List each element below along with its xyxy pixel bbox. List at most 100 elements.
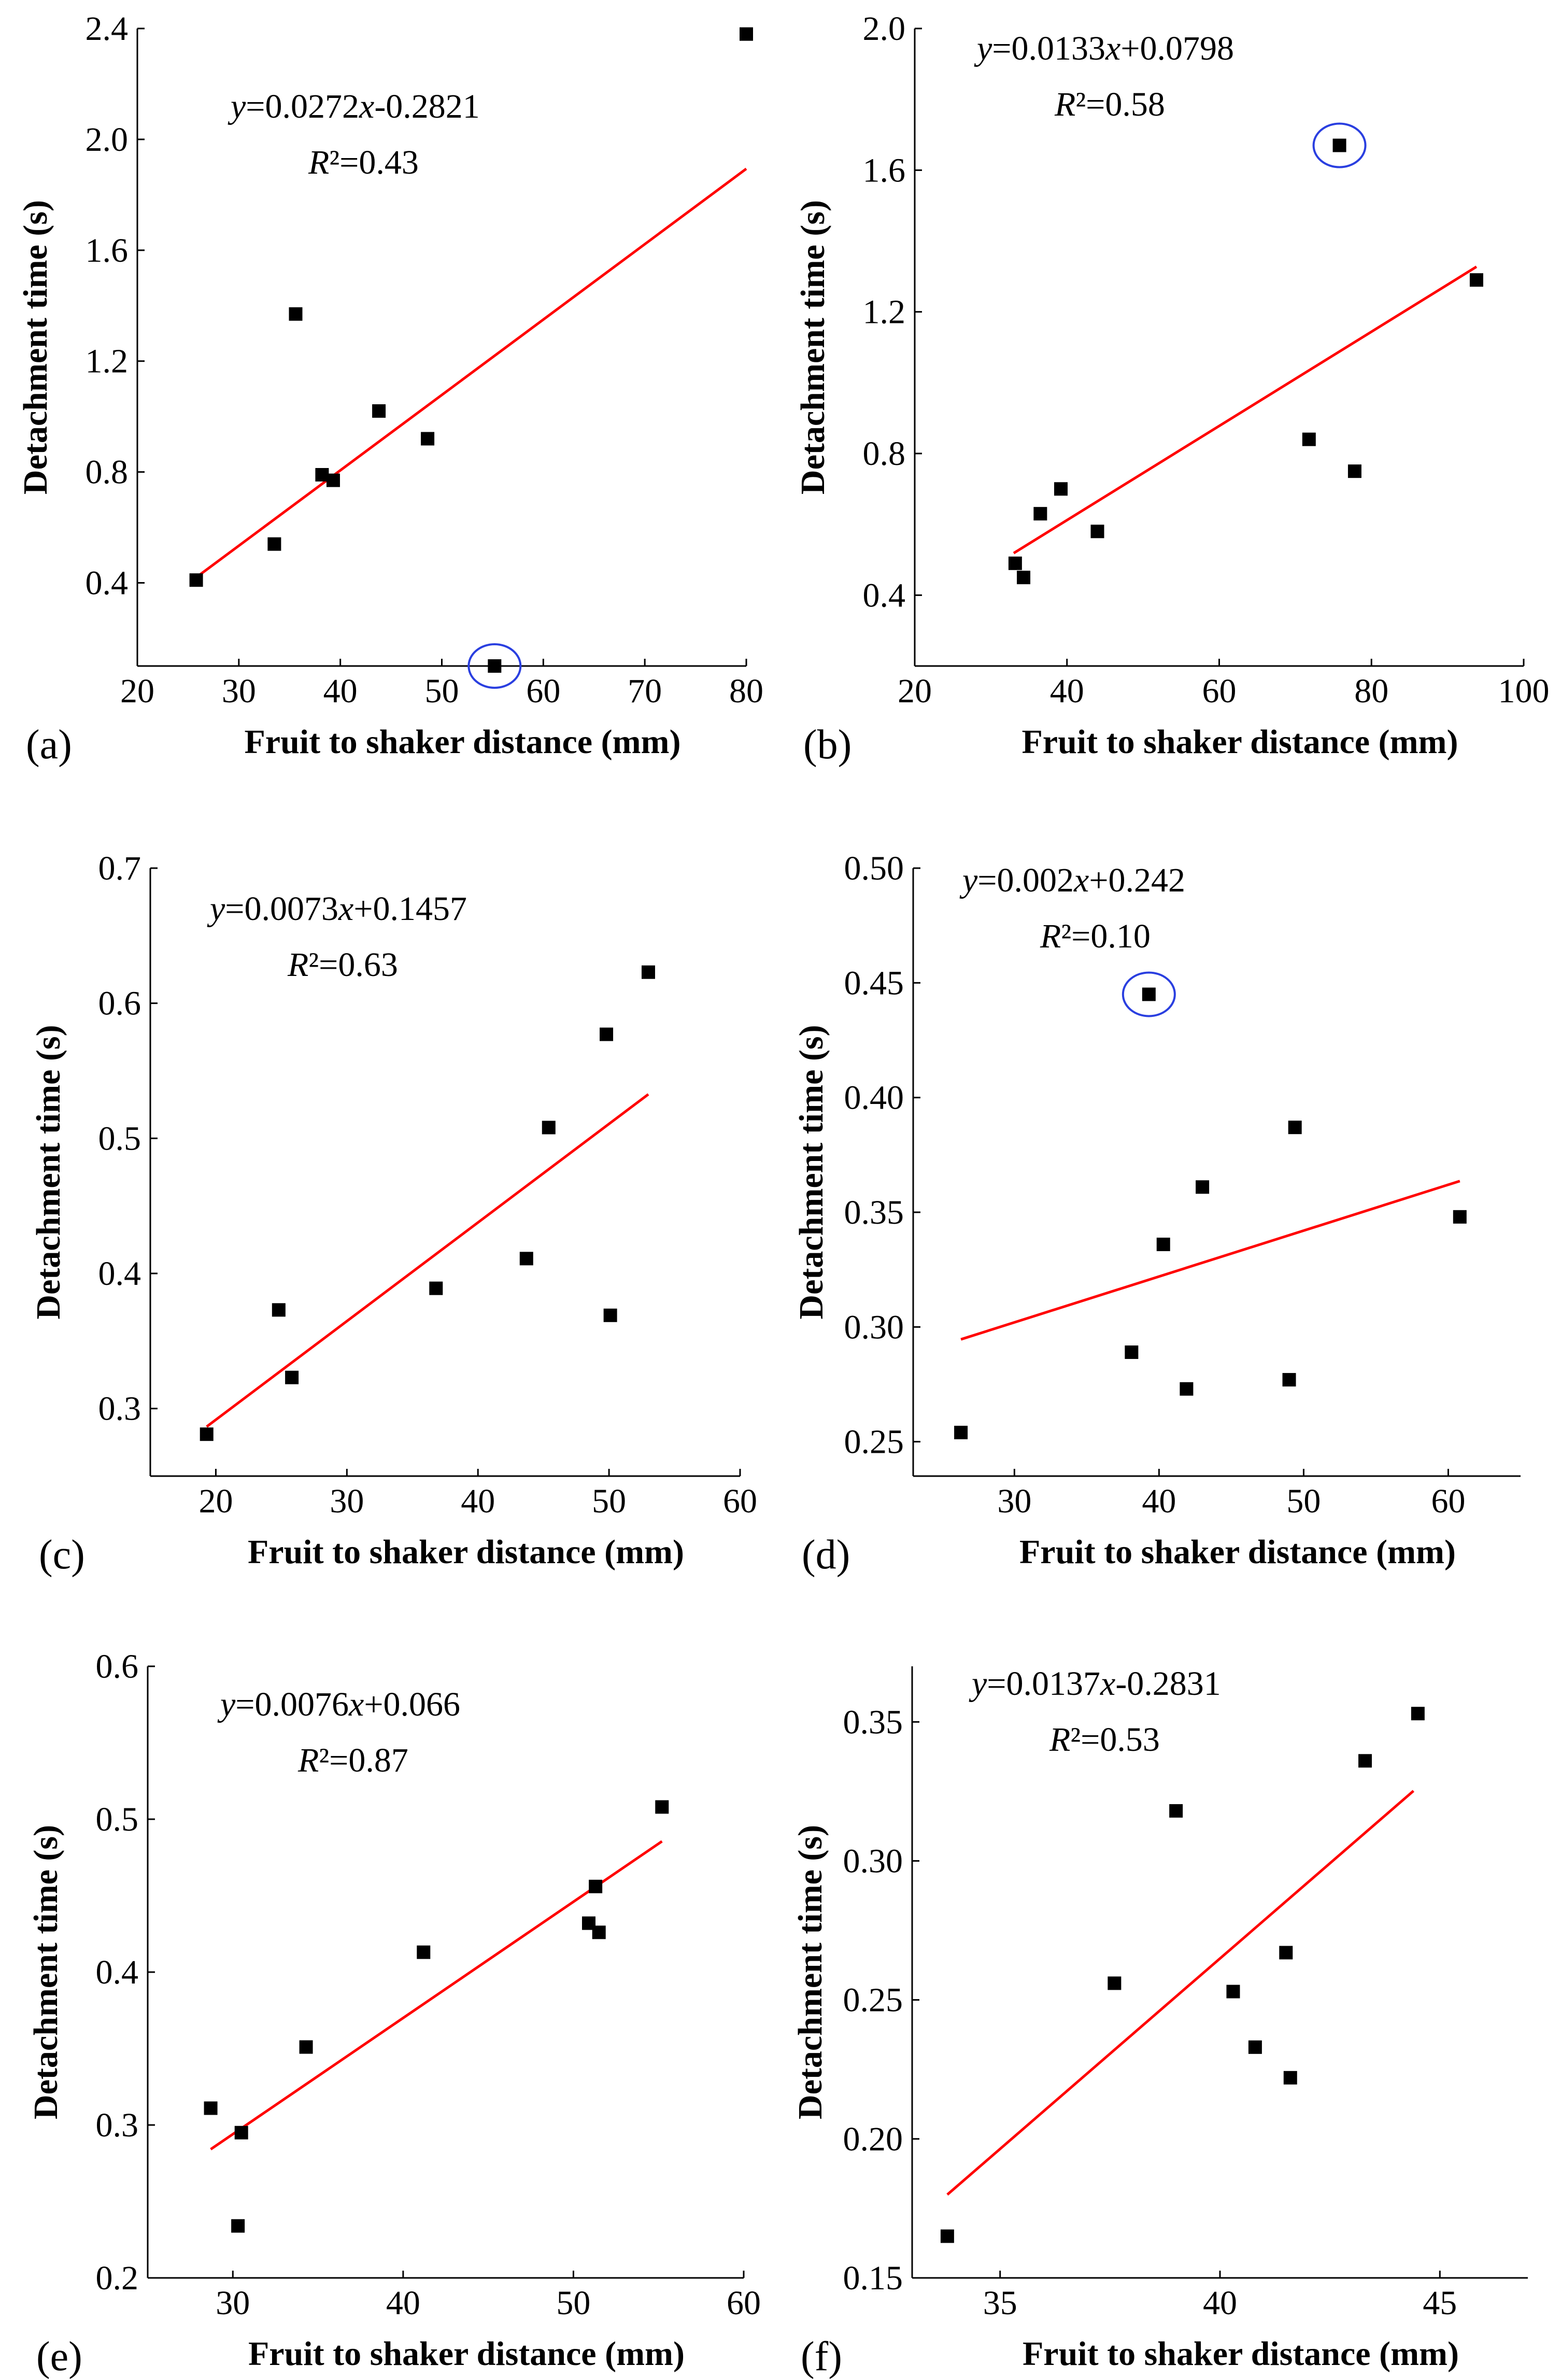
outlier-circle [467,643,522,689]
x-tick-label: 40 [461,1482,495,1520]
data-point [231,2219,245,2233]
x-tick-label: 50 [425,672,459,710]
data-point [1469,273,1483,287]
data-point [204,2101,218,2115]
r-squared: R²=0.87 [297,1741,408,1779]
r-squared: R²=0.53 [1049,1721,1160,1759]
eq-intercept: +0.0798 [1120,30,1234,67]
data-point [940,2229,954,2243]
r-var: R [297,1741,319,1779]
data-point [641,965,655,979]
data-point [1125,1345,1139,1359]
eq-x-var: x [348,1685,364,1723]
x-axis-title: Fruit to shaker distance (mm) [1021,723,1458,761]
y-tick-label: 0.4 [98,1255,141,1293]
data-point [519,1252,533,1266]
y-tick-label: 0.35 [843,1703,903,1741]
data-point [600,1027,614,1041]
data-point [1196,1180,1210,1194]
x-tick-label: 40 [386,2284,420,2322]
y-tick-label: 0.2 [96,2259,139,2297]
panel-2: 20 40 60 80 100 0.4 0.8 1.2 1.6 2.0 Fruit to shake… [794,10,1550,768]
y-tick-label: 0.7 [98,849,141,887]
y-tick-label: 0.4 [86,564,129,602]
y-axis-title: Detachment time (s) [794,200,832,494]
data-point [200,1427,214,1441]
data-point [1332,138,1346,152]
eq-slope: =0.0133 [992,30,1105,67]
data-point [1090,525,1104,539]
data-point [1169,1804,1183,1818]
eq-slope: =0.0137 [987,1665,1100,1703]
x-tick-label: 20 [120,672,154,710]
outlier-circle [1122,971,1176,1017]
eq-y-var: y [228,88,246,125]
panel-4: 30 40 50 60 0.25 0.30 0.35 0.40 0.45 0.50 Fruit to… [792,849,1521,1578]
x-tick-label: 40 [1203,2284,1237,2322]
data-point [326,473,340,487]
eq-y-var: y [969,1665,987,1703]
x-tick-label: 30 [330,1482,364,1520]
eq-slope: =0.0076 [235,1685,349,1723]
x-tick-label: 80 [1354,672,1388,710]
data-point [289,307,303,321]
data-point [1453,1210,1467,1224]
y-axis-title: Detachment time (s) [791,1825,829,2119]
y-tick-label: 0.6 [98,985,141,1023]
x-tick-label: 30 [997,1482,1031,1520]
data-point [655,1800,669,1814]
eq-intercept: +0.066 [364,1685,460,1723]
y-tick-label: 0.20 [843,2120,903,2158]
data-point [542,1121,556,1135]
data-point [272,1303,286,1317]
x-tick-label: 60 [727,2284,761,2322]
data-point [299,2040,313,2054]
y-tick-label: 0.4 [863,576,906,614]
x-tick-label: 60 [723,1482,757,1520]
y-tick-label: 0.4 [96,1953,139,1991]
regression-line [1013,265,1478,555]
eq-x-var: x [1073,861,1089,899]
r-squared: R²=0.63 [287,946,398,984]
y-tick-label: 0.15 [843,2259,903,2297]
data-point [592,1925,606,1939]
panel-label: (e) [36,2334,82,2379]
x-tick-label: 100 [1498,672,1550,710]
x-tick-label: 70 [628,672,662,710]
y-tick-label: 0.45 [844,964,904,1002]
y-tick-label: 2.0 [86,121,129,159]
panel-label: (d) [802,1532,850,1578]
y-axis-title: Detachment time (s) [27,1825,65,2119]
data-point [421,432,435,446]
data-point [285,1370,299,1384]
data-point [1302,432,1316,446]
y-axis-title: Detachment time (s) [792,1025,830,1319]
eq-x-var: x [359,88,374,125]
x-tick-label: 30 [222,672,256,710]
eq-x-var: x [338,890,353,928]
data-point [1283,2071,1297,2085]
x-tick-label: 50 [556,2284,590,2322]
panel-3: 20 30 40 50 60 0.3 0.4 0.5 0.6 0.7 Fruit to shaker… [30,849,757,1578]
data-point [589,1879,603,1893]
regression-line [210,1840,663,2150]
data-point [1156,1237,1170,1251]
regression-equation: y=0.0137x-0.2831 [969,1665,1221,1703]
y-tick-label: 1.2 [86,343,129,380]
y-tick-label: 2.4 [86,10,129,48]
data-point [1008,556,1022,570]
y-tick-label: 1.2 [863,293,906,331]
y-tick-label: 1.6 [86,232,129,270]
y-tick-label: 0.30 [843,1842,903,1880]
data-point [1108,1976,1122,1990]
y-tick-label: 0.35 [844,1194,904,1231]
data-point [267,537,281,551]
regression-line [946,1790,1415,2196]
y-tick-label: 0.25 [844,1423,904,1461]
data-point [1358,1754,1372,1768]
data-point [1180,1382,1194,1396]
y-tick-label: 0.5 [98,1120,141,1157]
y-tick-label: 0.50 [844,849,904,887]
regression-equation: y=0.0073x+0.1457 [207,890,467,928]
x-tick-label: 60 [1202,672,1237,710]
